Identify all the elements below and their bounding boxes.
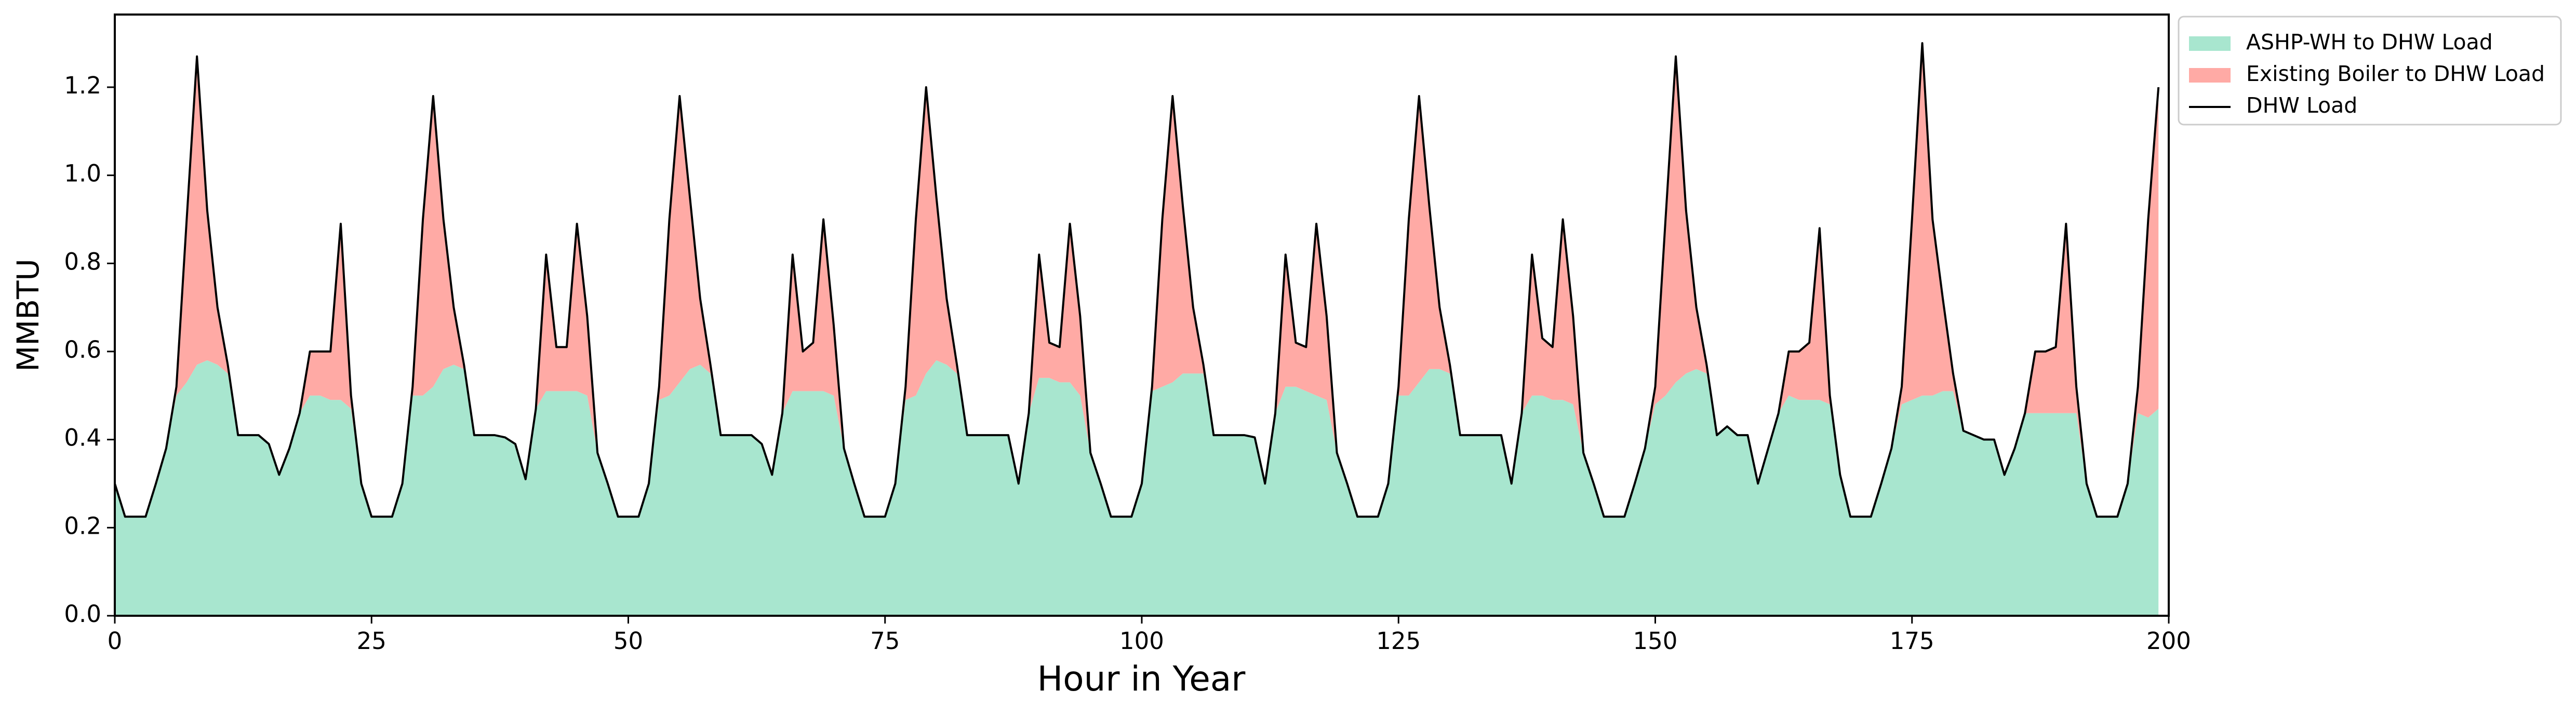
x-tick-label: 100 [1119,627,1164,655]
x-tick-label: 125 [1376,627,1421,655]
x-axis-label: Hour in Year [1037,659,1246,699]
y-tick-label: 1.2 [64,72,101,99]
legend-label: DHW Load [2246,93,2357,118]
legend-box [2178,16,2562,126]
legend-swatch [2189,36,2231,51]
x-tick-label: 50 [613,627,643,655]
y-tick-label: 0.6 [64,336,101,363]
x-tick-label: 175 [1890,627,1934,655]
x-tick-label: 25 [357,627,386,655]
y-tick-label: 0.0 [64,600,101,628]
x-tick-label: 0 [108,627,123,655]
y-tick-label: 1.0 [64,160,101,187]
legend-label: ASHP-WH to DHW Load [2246,30,2493,55]
line [114,42,2160,518]
legend-swatch [2189,68,2231,83]
y-tick-label: 0.8 [64,248,101,275]
y-tick-label: 0.4 [64,424,101,452]
y-tick-label: 0.2 [64,512,101,539]
legend-label: Existing Boiler to DHW Load [2246,61,2545,86]
area [115,360,2159,616]
x-tick-label: 200 [2146,627,2191,655]
x-tick-label: 75 [870,627,900,655]
y-axis-label: MMBTU [10,259,46,372]
x-tick-label: 150 [1633,627,1678,655]
